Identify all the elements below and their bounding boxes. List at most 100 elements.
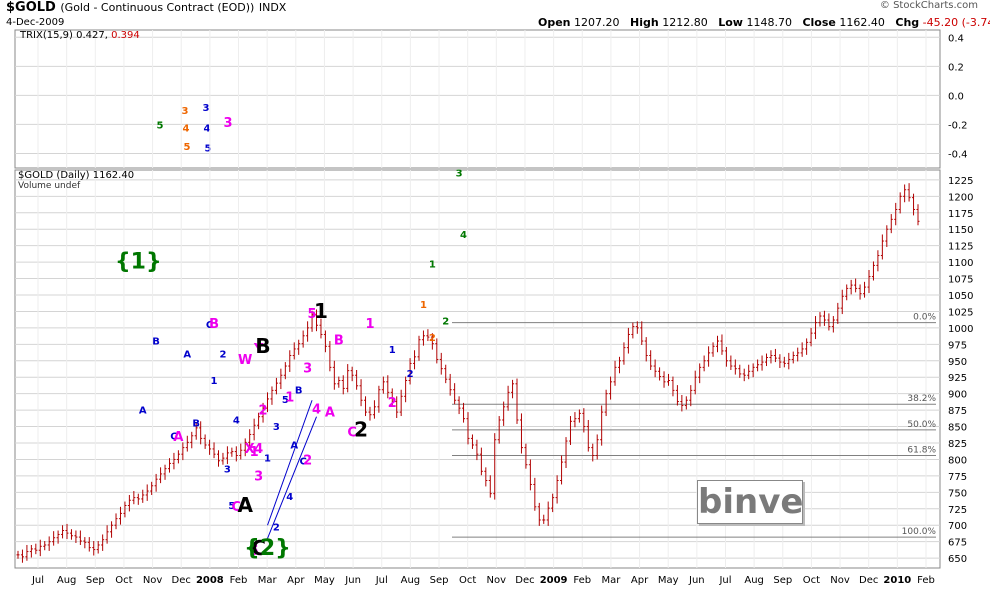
wave-label: 1 [389,345,396,356]
trendline [267,416,317,539]
x-tick-label: Mar [601,575,621,586]
price-tick-label: 1150 [948,225,973,236]
trix-panel-frame [14,29,941,169]
wave-label: 2 [219,349,226,360]
brand-label: © StockCharts.com [879,0,978,11]
x-tick-label: Apr [287,575,305,586]
wave-label: 2 [303,454,312,469]
price-tick-label: 700 [948,521,967,532]
trix-wave-label: 4 [204,123,211,134]
x-tick-label: Nov [143,575,163,586]
x-tick-label: Jul [718,575,731,586]
x-tick-label: Feb [573,575,591,586]
wave-label: 3 [224,465,231,476]
ohlc-readout: Open 1207.20 High 1212.80 Low 1148.70 Cl… [538,16,990,29]
trix-value: 0.427, [76,30,108,41]
wave-label: B [192,419,200,430]
x-tick-label: Oct [803,575,820,586]
wave-label: C [170,432,177,443]
price-tick-label: 1050 [948,291,973,302]
wave-label: 1 [264,453,271,464]
gold-legend: $GOLD (Daily) 1162.40 Volume undef [18,170,134,192]
price-tick-label: 800 [948,455,967,466]
wave-label: 5 [282,395,289,406]
trix-tick-label: -0.2 [948,120,968,131]
chart-description: (Gold - Continuous Contract (EOD)) [60,1,255,14]
wave-label: B [209,317,219,332]
wave-label: 4 [233,415,240,426]
trix-wave-label: 5 [184,142,191,153]
trix-name: TRIX(15,9) [20,30,73,41]
wave-label: A [173,430,183,445]
wave-label: 1 [250,445,259,460]
wave-label: 2 [259,404,268,419]
wave-label: C [299,457,306,468]
wave-label: 3 [456,169,463,180]
price-tick-label: 675 [948,538,967,549]
price-tick-label: 1075 [948,275,973,286]
wave-label: C [206,320,213,331]
wave-label: B [295,386,303,397]
x-tick-label: Jun [688,575,705,586]
trix-wave-label: 3 [182,106,189,117]
wave-label: 1 [420,300,427,311]
wave-label: 2 [407,369,414,380]
wave-label: 2 [388,396,397,411]
price-tick-label: 875 [948,406,967,417]
price-panel-frame [14,169,941,569]
price-tick-label: 1125 [948,242,973,253]
x-tick-label: Sep [86,575,105,586]
wave-label: A [139,405,147,416]
trix-wave-label: 4 [183,123,190,134]
wave-label: A [290,440,298,451]
price-tick-label: 650 [948,554,967,565]
volume-legend: Volume undef [18,181,81,191]
trix-tick-label: 0.4 [948,33,964,44]
trix-wave-label: 5 [157,120,164,131]
wave-label: 1 [285,391,294,406]
wave-label: C [251,536,266,560]
wave-label: A [237,493,253,517]
wave-label: 5 [228,501,235,512]
price-tick-label: 950 [948,357,967,368]
chart-date: 4-Dec-2009 [6,17,65,28]
x-tick-label: Aug [57,575,77,586]
x-tick-label: Dec [859,575,878,586]
wave-label: B [152,336,160,347]
wave-label: B [255,334,270,358]
wave-label: B [334,333,344,348]
watermark-label: binve [697,480,804,524]
wave-label: 4 [286,492,293,503]
trix-tick-label: -0.4 [948,149,968,160]
trendline [267,400,313,526]
wave-label: 5 [250,544,259,559]
wave-label: 1 [211,376,218,387]
wave-label: 4 [460,230,467,241]
wave-label: A [183,349,191,360]
fib-level-label: 0.0% [913,313,936,323]
x-tick-label: Jun [344,575,361,586]
exchange-label: INDX [258,1,287,14]
gold-legend-name: $GOLD (Daily) 1162.40 [18,170,135,181]
wave-label: 2 [354,417,368,441]
x-tick-label: Aug [401,575,421,586]
x-tick-label: Oct [459,575,476,586]
price-tick-label: 1025 [948,307,973,318]
wave-label: X [245,442,255,457]
price-tick-label: 1000 [948,324,973,335]
wave-label: 1 [365,317,374,332]
x-tick-label: Aug [744,575,764,586]
trix-wave-label: 3 [223,116,232,131]
wave-label: 3 [254,470,263,485]
x-tick-label: Apr [631,575,649,586]
x-tick-label: 2009 [540,575,568,586]
price-tick-label: 775 [948,472,967,483]
wave-label: 4 [312,402,321,417]
price-tick-label: 850 [948,423,967,434]
chart-symbol: $GOLD (Gold - Continuous Contract (EOD))… [6,0,287,15]
x-tick-label: Dec [515,575,534,586]
price-tick-label: 975 [948,340,967,351]
x-tick-label: Sep [773,575,792,586]
trix-tick-label: 0.2 [948,62,964,73]
